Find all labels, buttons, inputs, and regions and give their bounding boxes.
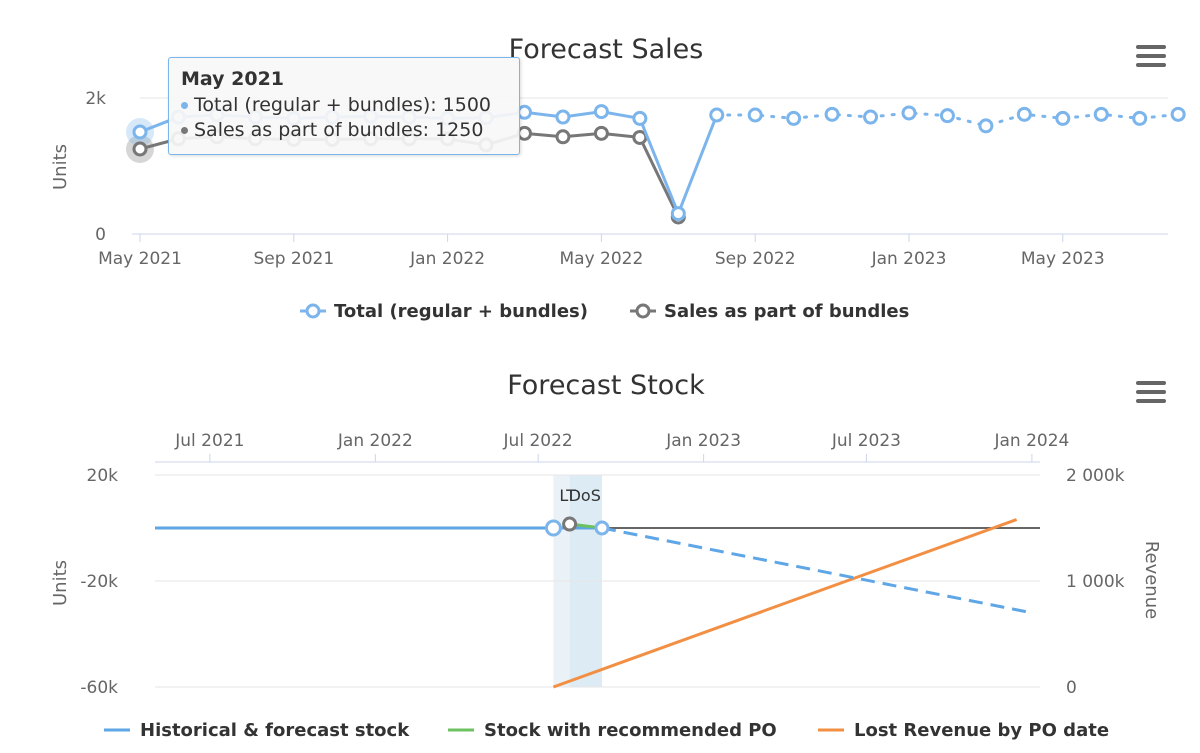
y-tick-label: -60k — [80, 678, 118, 698]
tooltip-row-total: Total (regular + bundles): 1500 — [181, 93, 507, 118]
series-line-historical-forecast-stock-forecast — [601, 526, 1033, 615]
legend-marker-bundles — [635, 303, 651, 319]
data-point-bundles — [132, 141, 148, 157]
x-tick-label: Jan 2023 — [665, 431, 741, 451]
tooltip-total-text: Total (regular + bundles): 1500 — [194, 94, 492, 116]
data-point-total — [1132, 110, 1148, 126]
data-point-total — [824, 106, 840, 122]
plot-band-label-dos: DoS — [569, 486, 601, 505]
y2-tick-label: 1 000k — [1066, 572, 1125, 592]
data-point-total — [670, 206, 686, 222]
data-point-bundles — [555, 129, 571, 145]
tooltip-bundles-text: Sales as part of bundles: 1250 — [194, 119, 484, 141]
x-tick-label: Sep 2022 — [715, 249, 796, 269]
data-point-total — [901, 105, 917, 121]
hamburger-menu-icon — [1136, 45, 1166, 49]
sales-chart: Forecast Sales Units 0 2k May 2021 Sep 2021… — [50, 34, 1186, 322]
data-point-po — [562, 516, 578, 532]
data-point-total — [517, 104, 532, 120]
data-point-total — [786, 110, 802, 126]
series-dot-icon — [181, 127, 188, 134]
legend-label-historical-forecast-stock: Historical & forecast stock — [140, 720, 410, 741]
plot-band-label-lt: LT — [559, 486, 576, 505]
stock-chart-title: Forecast Stock — [507, 370, 705, 401]
x-tick-label: Jul 2023 — [831, 431, 901, 451]
sales-tooltip: May 2021 Total (regular + bundles): 1500… — [168, 57, 520, 155]
x-tick-label: May 2021 — [98, 249, 182, 269]
menu-line — [1136, 390, 1166, 394]
data-point-historical — [594, 520, 610, 536]
data-point-bundles — [593, 125, 609, 141]
data-point-total — [1093, 106, 1109, 122]
x-tick-label: Jul 2022 — [503, 431, 573, 451]
tooltip-title: May 2021 — [181, 68, 285, 90]
data-point-total — [709, 107, 725, 123]
legend-label-stock-with-recommended-po: Stock with recommended PO — [484, 720, 777, 741]
x-tick-label: Sep 2021 — [253, 249, 334, 269]
menu-line — [1136, 399, 1166, 403]
tooltip-row-bundles: Sales as part of bundles: 1250 — [181, 118, 507, 143]
x-tick-label: Jan 2023 — [871, 249, 947, 269]
sales-chart-title: Forecast Sales — [509, 34, 704, 65]
y-tick-label: 2k — [85, 89, 106, 109]
data-point-bundles — [517, 125, 532, 141]
data-point-total — [132, 124, 148, 140]
stock-y-axis-label: Units — [50, 560, 71, 606]
data-point-total — [1170, 106, 1186, 122]
data-point-total — [555, 109, 571, 125]
data-point-total — [593, 104, 609, 120]
stock-chart-menu-button[interactable] — [1136, 381, 1166, 407]
y-tick-label: -20k — [80, 572, 118, 592]
legend-label-lost-revenue-by-po-date: Lost Revenue by PO date — [854, 720, 1109, 741]
sales-y-axis-label: Units — [50, 144, 71, 190]
menu-line — [1136, 63, 1166, 67]
x-tick-label: Jan 2024 — [993, 431, 1069, 451]
stock-y2-axis-label: Revenue — [1141, 541, 1162, 619]
y-tick-label: 20k — [87, 466, 119, 486]
data-point-total — [1055, 110, 1071, 126]
y2-tick-label: 2 000k — [1066, 466, 1125, 486]
data-point-total — [978, 118, 994, 134]
hamburger-menu-icon — [1136, 381, 1166, 385]
data-point-total — [939, 108, 955, 124]
legend-label-bundles: Sales as part of bundles — [664, 301, 909, 322]
x-tick-label: Jul 2021 — [174, 431, 244, 451]
sales-chart-menu-button[interactable] — [1136, 45, 1166, 71]
x-tick-label: May 2022 — [559, 249, 643, 269]
series-line-lost-revenue-by-po-date — [552, 518, 1018, 689]
data-point-total — [1016, 106, 1032, 122]
legend-label-total: Total (regular + bundles) — [334, 301, 588, 322]
legend-marker-total — [305, 303, 321, 319]
y2-tick-label: 0 — [1066, 678, 1077, 698]
x-tick-label: Jan 2022 — [337, 431, 413, 451]
data-point-total — [632, 110, 648, 126]
y-tick-label: 0 — [95, 225, 106, 245]
data-point-historical — [544, 519, 562, 537]
x-tick-label: May 2023 — [1021, 249, 1105, 269]
data-point-bundles — [632, 129, 648, 145]
x-tick-label: Jan 2022 — [409, 249, 485, 269]
data-point-total — [747, 107, 763, 123]
series-dot-icon — [181, 102, 188, 109]
menu-line — [1136, 54, 1166, 58]
data-point-total — [863, 109, 879, 125]
